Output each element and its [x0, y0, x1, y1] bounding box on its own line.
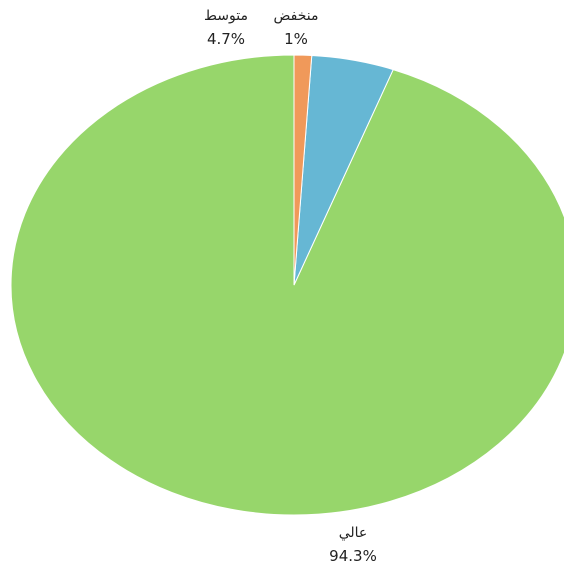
pie-slice-2	[293, 54, 313, 286]
pie-labels: عالي 94.3% متوسط 4.7% منخفض 1%	[204, 8, 377, 565]
slice-label-name-1: متوسط	[204, 8, 248, 24]
slice-label-percent-1: 4.7%	[207, 30, 245, 48]
slice-label-name-0: عالي	[339, 525, 368, 541]
pie-slice-0	[10, 54, 564, 516]
slice-label-percent-2: 1%	[284, 30, 308, 48]
slice-label-name-2: منخفض	[274, 8, 319, 24]
slice-label-percent-0: 94.3%	[329, 547, 377, 565]
pie-slices	[10, 54, 564, 516]
